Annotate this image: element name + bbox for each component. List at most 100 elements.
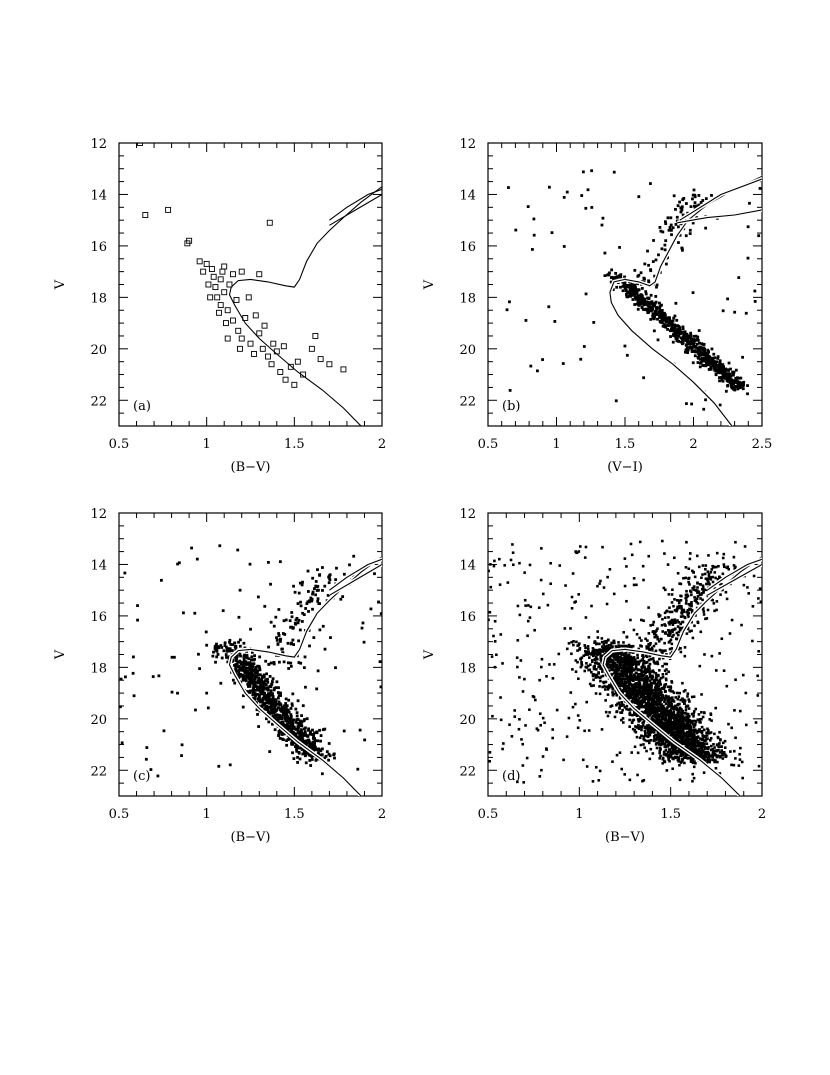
data-point xyxy=(521,690,525,693)
isochrone-curve xyxy=(609,278,733,426)
data-point xyxy=(583,644,587,647)
data-point xyxy=(124,675,127,679)
data-point xyxy=(283,708,286,712)
data-point xyxy=(680,208,684,212)
data-point xyxy=(622,644,626,648)
data-point xyxy=(640,676,643,680)
plot-area xyxy=(488,539,762,796)
data-point xyxy=(728,379,731,383)
data-point xyxy=(177,561,181,565)
data-point xyxy=(600,728,604,731)
data-point xyxy=(251,686,255,690)
data-point xyxy=(628,680,632,684)
data-point xyxy=(288,717,292,720)
data-point xyxy=(752,574,756,578)
data-point xyxy=(301,752,305,756)
data-point xyxy=(644,307,648,311)
data-point xyxy=(707,580,710,584)
data-point xyxy=(248,671,251,675)
data-point xyxy=(664,753,667,756)
data-point xyxy=(620,650,624,654)
data-point xyxy=(294,707,298,711)
data-point xyxy=(295,749,299,753)
data-point xyxy=(562,758,565,762)
data-point xyxy=(704,564,708,567)
data-point xyxy=(753,289,757,293)
data-point xyxy=(297,725,301,729)
data-point xyxy=(294,618,298,622)
data-point xyxy=(698,749,701,752)
data-point xyxy=(578,648,581,651)
data-point xyxy=(258,695,261,699)
data-point xyxy=(720,583,724,586)
data-point xyxy=(721,741,725,745)
data-point xyxy=(279,639,282,643)
data-point xyxy=(733,310,737,314)
data-point xyxy=(736,387,740,391)
data-point xyxy=(647,304,651,308)
data-point xyxy=(144,757,148,761)
data-point xyxy=(287,726,291,730)
data-point xyxy=(170,690,174,694)
data-point xyxy=(224,335,231,342)
data-point xyxy=(550,231,554,235)
data-point xyxy=(320,772,324,776)
data-point xyxy=(709,570,713,574)
data-point xyxy=(660,321,664,324)
data-point xyxy=(223,641,227,645)
data-point xyxy=(677,340,680,343)
data-point xyxy=(299,600,302,604)
data-point xyxy=(691,221,695,225)
data-point xyxy=(746,586,749,589)
data-point xyxy=(648,306,651,310)
y-tick-label: 12 xyxy=(459,137,476,152)
data-point xyxy=(276,691,280,694)
data-point xyxy=(671,628,675,632)
data-point xyxy=(238,652,242,656)
y-tick-label: 14 xyxy=(459,558,476,573)
data-point xyxy=(684,339,688,342)
data-point xyxy=(625,565,628,568)
data-point xyxy=(680,604,683,608)
data-point xyxy=(176,562,180,566)
data-point xyxy=(614,399,618,403)
data-point xyxy=(703,653,706,656)
data-point xyxy=(332,752,336,756)
data-point xyxy=(661,740,665,744)
data-point xyxy=(564,584,567,587)
data-point xyxy=(729,382,733,386)
data-point xyxy=(610,641,613,645)
data-point xyxy=(702,407,706,411)
data-point xyxy=(688,719,692,722)
data-point xyxy=(631,700,634,704)
data-point xyxy=(379,685,382,689)
data-point xyxy=(617,655,620,659)
data-point xyxy=(624,289,628,293)
data-point xyxy=(326,593,330,597)
data-point xyxy=(227,655,231,659)
data-point xyxy=(726,384,729,388)
data-point xyxy=(651,260,655,263)
data-point xyxy=(718,379,721,383)
data-point xyxy=(683,702,686,705)
data-point xyxy=(714,576,717,580)
data-point xyxy=(237,615,241,619)
data-point xyxy=(275,713,279,717)
data-point xyxy=(718,731,721,734)
data-point xyxy=(310,744,314,748)
data-point xyxy=(702,610,706,613)
data-point xyxy=(306,739,310,742)
data-point xyxy=(215,309,222,316)
data-point xyxy=(715,608,718,612)
data-point xyxy=(689,336,693,340)
isochrone-curve xyxy=(329,188,382,221)
data-point xyxy=(692,714,695,718)
data-point xyxy=(675,631,679,635)
data-point xyxy=(721,572,725,576)
data-point xyxy=(686,594,690,598)
data-point xyxy=(271,722,274,726)
data-point xyxy=(674,207,677,211)
data-point xyxy=(293,732,297,736)
data-point xyxy=(689,205,693,209)
data-point xyxy=(688,700,691,703)
